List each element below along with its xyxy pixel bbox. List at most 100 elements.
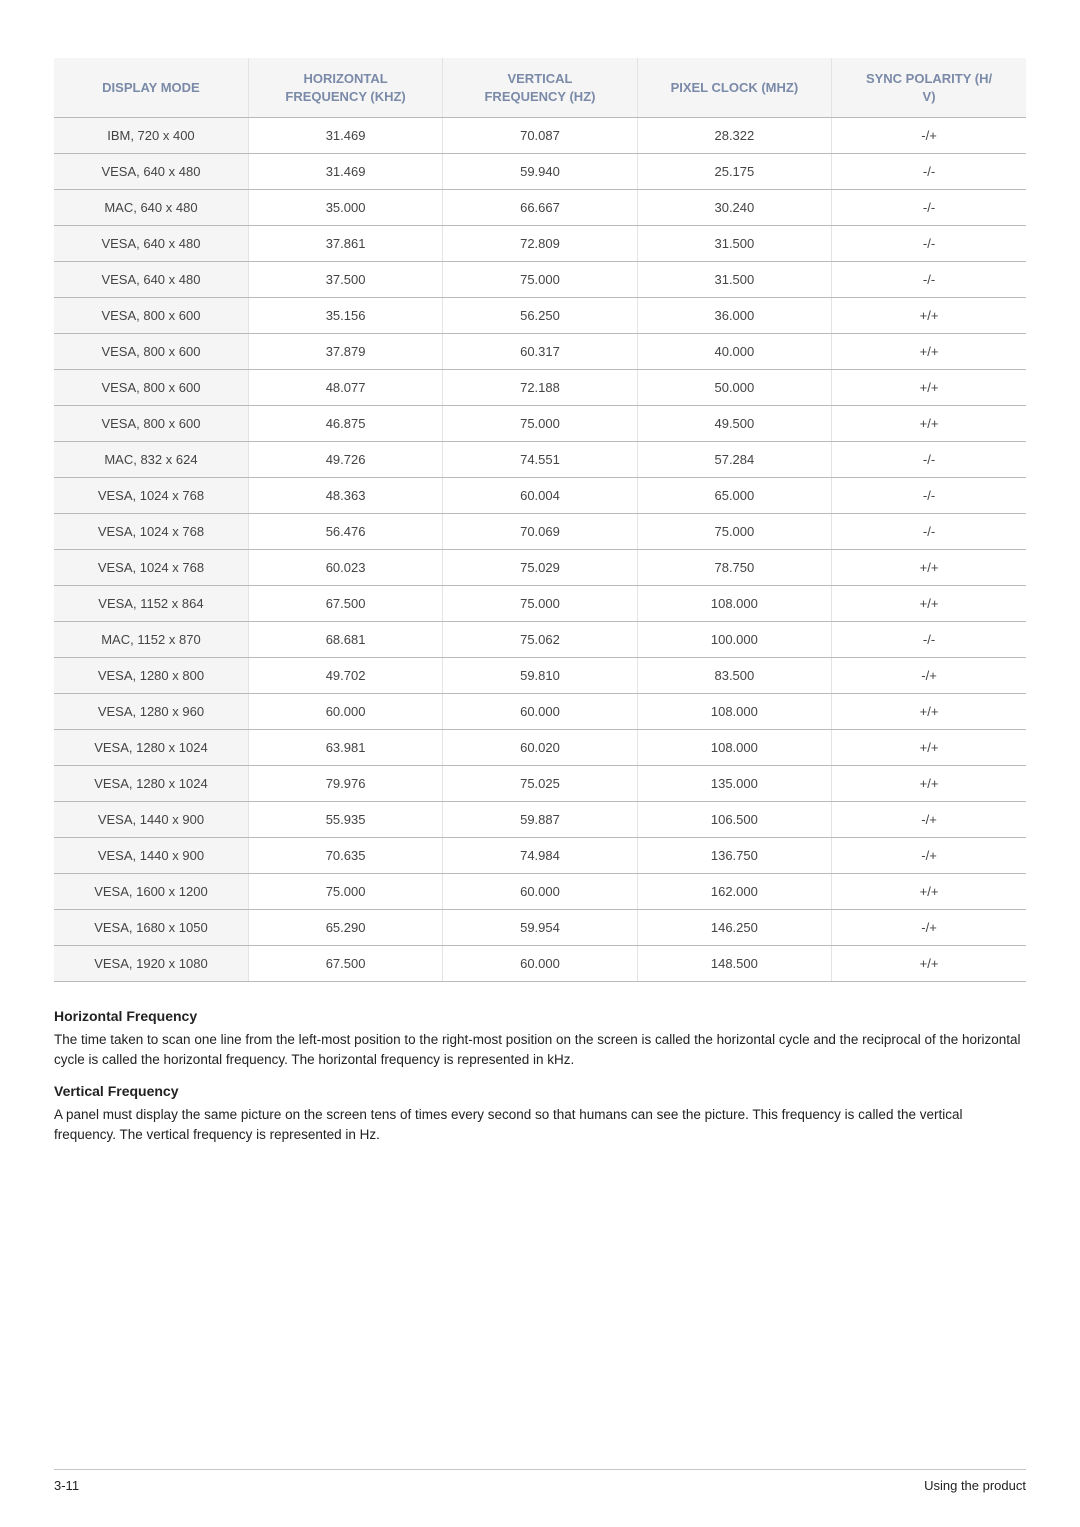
table-cell: VESA, 1440 x 900 (54, 802, 248, 838)
table-cell: VESA, 1600 x 1200 (54, 874, 248, 910)
table-row: VESA, 640 x 48037.86172.80931.500-/- (54, 226, 1026, 262)
table-cell: -/+ (832, 658, 1026, 694)
table-cell: VESA, 1024 x 768 (54, 550, 248, 586)
table-cell: 106.500 (637, 802, 831, 838)
table-cell: MAC, 832 x 624 (54, 442, 248, 478)
table-cell: 70.635 (248, 838, 442, 874)
table-cell: 31.469 (248, 118, 442, 154)
table-cell: 59.954 (443, 910, 637, 946)
table-header: VERTICALFREQUENCY (HZ) (443, 58, 637, 118)
table-cell: -/- (832, 514, 1026, 550)
table-row: MAC, 640 x 48035.00066.66730.240-/- (54, 190, 1026, 226)
table-cell: 37.500 (248, 262, 442, 298)
table-cell: 100.000 (637, 622, 831, 658)
table-cell: +/+ (832, 766, 1026, 802)
table-cell: 67.500 (248, 946, 442, 982)
table-cell: 67.500 (248, 586, 442, 622)
table-cell: VESA, 640 x 480 (54, 154, 248, 190)
table-cell: 75.000 (443, 586, 637, 622)
table-row: VESA, 1152 x 86467.50075.000108.000+/+ (54, 586, 1026, 622)
table-cell: 75.000 (248, 874, 442, 910)
table-cell: VESA, 1280 x 1024 (54, 730, 248, 766)
table-cell: VESA, 1280 x 960 (54, 694, 248, 730)
table-cell: -/- (832, 190, 1026, 226)
table-cell: +/+ (832, 298, 1026, 334)
table-cell: 59.940 (443, 154, 637, 190)
table-cell: 49.702 (248, 658, 442, 694)
table-cell: IBM, 720 x 400 (54, 118, 248, 154)
table-cell: 72.188 (443, 370, 637, 406)
table-cell: 60.004 (443, 478, 637, 514)
table-cell: +/+ (832, 730, 1026, 766)
table-cell: 162.000 (637, 874, 831, 910)
table-cell: 60.000 (248, 694, 442, 730)
table-cell: +/+ (832, 874, 1026, 910)
table-cell: -/- (832, 442, 1026, 478)
table-cell: 74.984 (443, 838, 637, 874)
table-cell: 68.681 (248, 622, 442, 658)
table-cell: 35.156 (248, 298, 442, 334)
table-cell: VESA, 1280 x 1024 (54, 766, 248, 802)
horizontal-frequency-title: Horizontal Frequency (54, 1008, 1026, 1024)
table-cell: 75.062 (443, 622, 637, 658)
table-cell: VESA, 640 x 480 (54, 226, 248, 262)
table-cell: 135.000 (637, 766, 831, 802)
table-cell: -/+ (832, 838, 1026, 874)
table-cell: VESA, 1024 x 768 (54, 514, 248, 550)
table-cell: VESA, 800 x 600 (54, 334, 248, 370)
table-cell: -/+ (832, 118, 1026, 154)
table-cell: 55.935 (248, 802, 442, 838)
table-cell: 108.000 (637, 730, 831, 766)
table-row: VESA, 1024 x 76856.47670.06975.000-/- (54, 514, 1026, 550)
table-row: VESA, 800 x 60046.87575.00049.500+/+ (54, 406, 1026, 442)
table-header: DISPLAY MODE (54, 58, 248, 118)
table-cell: 70.069 (443, 514, 637, 550)
table-cell: -/+ (832, 802, 1026, 838)
table-cell: 49.500 (637, 406, 831, 442)
table-cell: 50.000 (637, 370, 831, 406)
table-row: VESA, 1920 x 108067.50060.000148.500+/+ (54, 946, 1026, 982)
table-row: VESA, 1280 x 102479.97675.025135.000+/+ (54, 766, 1026, 802)
table-cell: VESA, 640 x 480 (54, 262, 248, 298)
table-row: VESA, 640 x 48031.46959.94025.175-/- (54, 154, 1026, 190)
table-row: IBM, 720 x 40031.46970.08728.322-/+ (54, 118, 1026, 154)
table-cell: +/+ (832, 406, 1026, 442)
table-cell: 70.087 (443, 118, 637, 154)
table-cell: +/+ (832, 550, 1026, 586)
table-cell: -/+ (832, 910, 1026, 946)
table-cell: 78.750 (637, 550, 831, 586)
table-cell: VESA, 1680 x 1050 (54, 910, 248, 946)
table-cell: -/- (832, 262, 1026, 298)
table-header: SYNC POLARITY (H/V) (832, 58, 1026, 118)
table-header: HORIZONTALFREQUENCY (KHZ) (248, 58, 442, 118)
table-row: VESA, 1280 x 96060.00060.000108.000+/+ (54, 694, 1026, 730)
table-header: PIXEL CLOCK (MHZ) (637, 58, 831, 118)
table-cell: 108.000 (637, 694, 831, 730)
table-row: VESA, 1440 x 90070.63574.984136.750-/+ (54, 838, 1026, 874)
table-cell: 48.363 (248, 478, 442, 514)
table-cell: MAC, 1152 x 870 (54, 622, 248, 658)
table-cell: 75.000 (443, 406, 637, 442)
table-row: MAC, 1152 x 87068.68175.062100.000-/- (54, 622, 1026, 658)
table-row: VESA, 1024 x 76848.36360.00465.000-/- (54, 478, 1026, 514)
table-cell: 25.175 (637, 154, 831, 190)
table-cell: 75.029 (443, 550, 637, 586)
table-cell: 60.000 (443, 694, 637, 730)
table-cell: 60.000 (443, 946, 637, 982)
notes-section: Horizontal Frequency The time taken to s… (54, 1008, 1026, 1144)
table-cell: +/+ (832, 694, 1026, 730)
table-cell: 72.809 (443, 226, 637, 262)
table-cell: 49.726 (248, 442, 442, 478)
table-cell: VESA, 1024 x 768 (54, 478, 248, 514)
table-cell: +/+ (832, 334, 1026, 370)
vertical-frequency-title: Vertical Frequency (54, 1083, 1026, 1099)
table-row: VESA, 1680 x 105065.29059.954146.250-/+ (54, 910, 1026, 946)
table-cell: 31.500 (637, 262, 831, 298)
table-cell: 108.000 (637, 586, 831, 622)
table-cell: 136.750 (637, 838, 831, 874)
table-cell: +/+ (832, 586, 1026, 622)
table-cell: 36.000 (637, 298, 831, 334)
table-cell: -/- (832, 622, 1026, 658)
footer-section-title: Using the product (924, 1478, 1026, 1493)
table-cell: 59.887 (443, 802, 637, 838)
